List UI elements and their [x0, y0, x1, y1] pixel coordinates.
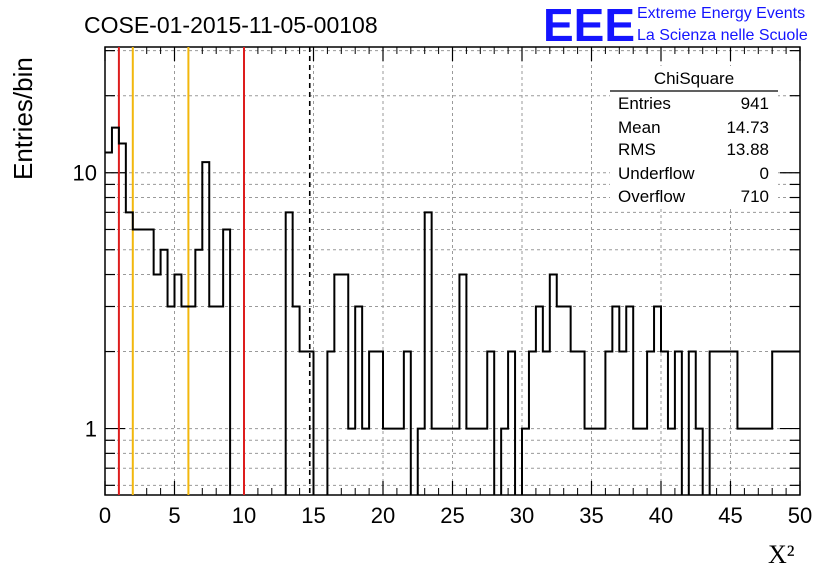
x-tick-label: 30: [510, 503, 534, 528]
x-tick-label: 20: [371, 503, 395, 528]
x-axis-label: X²: [768, 540, 795, 569]
stats-value-entries: 941: [741, 94, 769, 113]
logo-line-2: La Scienza nelle Scuole: [637, 27, 808, 44]
y-tick-label: 10: [73, 161, 97, 186]
chart-title: COSE-01-2015-11-05-00108: [84, 12, 378, 38]
x-tick-label: 5: [168, 503, 180, 528]
stats-value-underflow: 0: [760, 164, 769, 183]
stats-label-mean: Mean: [618, 118, 661, 137]
x-tick-label: 0: [99, 503, 111, 528]
stats-label-underflow: Underflow: [618, 164, 695, 183]
x-tick-label: 40: [649, 503, 673, 528]
stats-label-overflow: Overflow: [618, 187, 686, 206]
reference-lines: [117, 47, 311, 495]
x-tick-label: 10: [232, 503, 256, 528]
axis-ticks: 0 5 10 15 20 25 30 35 40 45 50 1 10: [73, 47, 812, 528]
logo-line-1: Extreme Energy Events: [637, 5, 805, 22]
histogram: [105, 126, 800, 495]
x-tick-label: 35: [579, 503, 603, 528]
histogram-outline: [105, 126, 800, 495]
eee-logo: EEE: [543, 0, 635, 51]
y-axis-label: Entries/bin: [8, 57, 38, 180]
y-tick-label: 1: [85, 417, 97, 442]
x-tick-label: 15: [301, 503, 325, 528]
stats-box: ChiSquare Entries 941 Mean 14.73 RMS 13.…: [610, 66, 778, 208]
stats-value-mean: 14.73: [726, 118, 769, 137]
stats-title: ChiSquare: [654, 69, 734, 88]
x-tick-label: 25: [440, 503, 464, 528]
stats-value-overflow: 710: [741, 187, 769, 206]
stats-label-entries: Entries: [618, 94, 671, 113]
stats-label-rms: RMS: [618, 140, 656, 159]
x-tick-label: 45: [718, 503, 742, 528]
stats-value-rms: 13.88: [726, 140, 769, 159]
x-tick-label: 50: [788, 503, 812, 528]
